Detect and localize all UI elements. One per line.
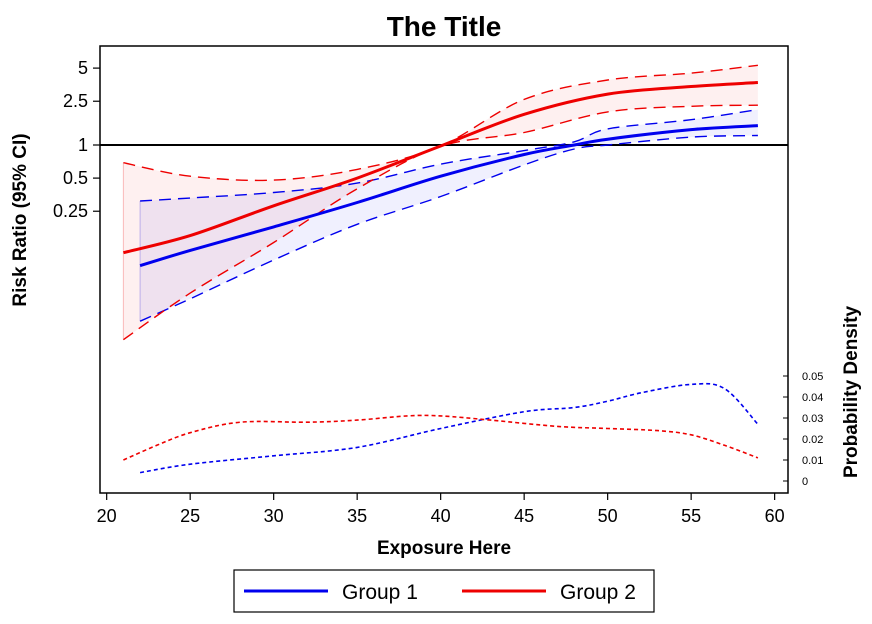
y2-tick-label-0-04: 0.04 (802, 392, 823, 404)
plot-frame (99, 45, 789, 494)
y-tick-label-0-25: 0.25 (53, 201, 88, 221)
rr-line-group-1 (139, 124, 758, 268)
x-tick-label-55: 55 (681, 506, 701, 526)
x-tick-label-40: 40 (431, 506, 451, 526)
x-tick-label-60: 60 (765, 506, 785, 526)
chart-title: The Title (387, 11, 502, 42)
x-tick-label-35: 35 (347, 506, 367, 526)
density-line-group-1 (139, 382, 759, 474)
y2-tick-label-0-02: 0.02 (802, 434, 823, 446)
x-axis-label: Exposure Here (377, 538, 511, 559)
risk-ratio-lines (123, 81, 758, 268)
legend: Group 1 Group 2 (233, 569, 655, 613)
x-tick-label-45: 45 (514, 506, 534, 526)
x-tick-label-20: 20 (97, 506, 117, 526)
ci-band-group-1 (140, 109, 758, 322)
rr-line-group-2 (123, 81, 758, 255)
y-tick-label-0-5: 0.5 (63, 168, 88, 188)
y2-axis: 0 0.01 0.02 0.03 0.04 0.05 (783, 371, 823, 488)
density-line-group-2 (123, 414, 759, 461)
x-tick-label-50: 50 (598, 506, 618, 526)
y-tick-label-1: 1 (78, 135, 88, 155)
x-axis: 20 25 30 35 40 45 50 55 60 (97, 493, 785, 526)
y-tick-label-5: 5 (78, 58, 88, 78)
y2-axis-label: Probability Density (841, 306, 862, 479)
y-axis-label: Risk Ratio (95% CI) (10, 133, 31, 306)
legend-label-group-1: Group 1 (342, 581, 418, 604)
ci-upper-group-1 (140, 108, 758, 202)
density-lines (123, 382, 759, 474)
ci-upper-group-2 (123, 64, 758, 182)
plot-area (99, 45, 789, 494)
y-tick-label-2-5: 2.5 (63, 91, 88, 111)
ci-band-group-2 (123, 65, 758, 340)
x-tick-label-30: 30 (264, 506, 284, 526)
ci-lower-group-1 (139, 134, 758, 322)
y-axis: 5 2.5 1 0.5 0.25 (53, 58, 100, 221)
y2-tick-label-0-03: 0.03 (802, 413, 823, 425)
y2-tick-label-0: 0 (802, 476, 808, 488)
y2-tick-label-0-05: 0.05 (802, 371, 823, 383)
x-tick-label-25: 25 (180, 506, 200, 526)
legend-label-group-2: Group 2 (560, 581, 636, 604)
y2-tick-label-0-01: 0.01 (802, 455, 823, 467)
confidence-bands (122, 65, 758, 340)
